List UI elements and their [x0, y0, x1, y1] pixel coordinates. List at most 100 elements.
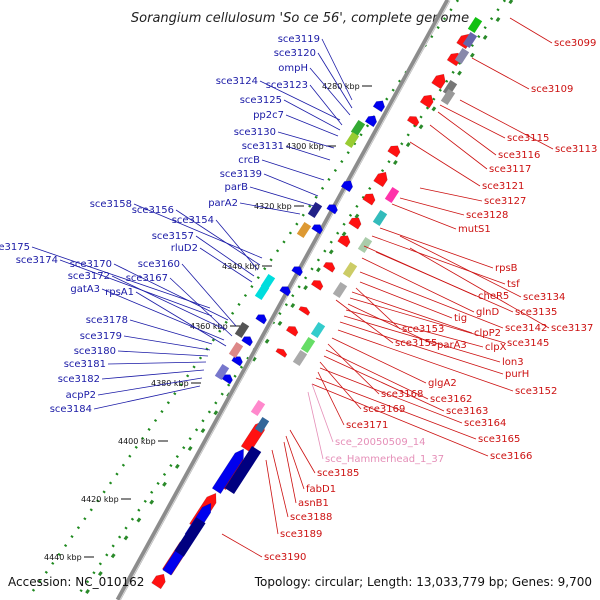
gene-label[interactable]: purH — [505, 369, 529, 380]
gene-label[interactable]: rpsA1 — [105, 287, 134, 298]
label-connector — [315, 377, 477, 440]
gene-label[interactable]: sce3113 — [555, 144, 597, 155]
label-connector — [261, 159, 325, 181]
rna-label[interactable]: sce_Hammerhead_1_37 — [325, 454, 444, 465]
gene-label[interactable]: pp2c7 — [253, 110, 284, 121]
gene-label[interactable]: sce3115 — [507, 133, 549, 144]
label-connector — [375, 251, 514, 313]
gene-label[interactable]: rpsB — [495, 263, 518, 274]
rna-label[interactable]: sce_20050509_14 — [335, 437, 425, 448]
gene-label[interactable]: sce3180 — [74, 346, 116, 357]
gene-label[interactable]: sce3125 — [240, 95, 282, 106]
gene-label[interactable]: sce3185 — [317, 468, 359, 479]
gene-label[interactable]: sce3165 — [478, 434, 520, 445]
gene-label[interactable]: sce3145 — [507, 338, 549, 349]
gene-label[interactable]: mutS1 — [458, 224, 491, 235]
gene-label[interactable]: sce3179 — [80, 331, 122, 342]
gene-label[interactable]: parA3 — [437, 340, 467, 351]
gene-label[interactable]: sce3169 — [363, 404, 405, 415]
gene-label[interactable]: tsf — [507, 279, 520, 290]
gene-label[interactable]: sce3117 — [489, 164, 531, 175]
label-connector — [311, 383, 489, 457]
gene-label[interactable]: sce3123 — [266, 80, 308, 91]
gene-label[interactable]: sce3184 — [50, 404, 92, 415]
gene-label[interactable]: sce3153 — [402, 324, 444, 335]
gene-label[interactable]: clpP2 — [474, 328, 501, 339]
gene-label[interactable]: sce3158 — [90, 199, 132, 210]
gene-label[interactable]: tig — [454, 313, 467, 324]
gene-label[interactable]: sce3182 — [58, 374, 100, 385]
label-connector — [101, 369, 205, 380]
gene-label[interactable]: crcB — [238, 155, 260, 166]
label-connector — [113, 263, 229, 321]
gene-label[interactable]: rluD2 — [171, 243, 198, 254]
gene-label[interactable]: glgA2 — [428, 378, 457, 389]
gene-label[interactable]: sce3171 — [346, 420, 388, 431]
gene-label[interactable]: sce3124 — [216, 76, 258, 87]
label-connector — [129, 319, 213, 345]
gene-label[interactable]: sce3116 — [498, 150, 540, 161]
gene-label[interactable]: sce3127 — [484, 196, 526, 207]
gene-label[interactable]: sce3170 — [70, 259, 112, 270]
gene-label[interactable]: sce3120 — [274, 48, 316, 59]
gene-label[interactable]: acpP2 — [66, 390, 96, 401]
gene-label[interactable]: sce3166 — [490, 451, 532, 462]
label-connector — [195, 235, 255, 277]
label-connector — [345, 309, 484, 348]
label-connector — [307, 391, 324, 460]
gene-label[interactable]: fabD1 — [306, 484, 336, 495]
tick-label: 4300 kbp — [286, 142, 324, 151]
gene-label[interactable]: sce3167 — [126, 273, 168, 284]
gene-label[interactable]: lon3 — [502, 357, 524, 368]
gene-label[interactable]: sce3174 — [16, 255, 58, 266]
label-connector — [361, 257, 475, 313]
gene-label[interactable]: sce3109 — [531, 84, 573, 95]
gene-label[interactable]: sce3152 — [515, 386, 557, 397]
gene-label[interactable]: sce3164 — [464, 418, 506, 429]
gene-label[interactable]: sce3130 — [234, 127, 276, 138]
gene-label[interactable]: sce3119 — [278, 34, 320, 45]
genome-summary: Topology: circular; Length: 13,033,779 b… — [254, 575, 592, 589]
gene-label[interactable]: sce3178 — [86, 315, 128, 326]
gene-label[interactable]: sce3175 — [0, 242, 30, 253]
gene-label[interactable]: gatA3 — [70, 284, 100, 295]
rna-feature — [300, 336, 316, 354]
gene-label[interactable]: sce3163 — [446, 406, 488, 417]
gene-label[interactable]: sce3168 — [381, 389, 423, 400]
gene-label[interactable]: glnD — [476, 307, 499, 318]
rna-feature — [292, 349, 308, 367]
gene-label[interactable]: sce3139 — [220, 169, 262, 180]
gene-label[interactable]: sce3154 — [172, 215, 214, 226]
gene-label[interactable]: sce3157 — [152, 231, 194, 242]
label-connector — [351, 291, 473, 334]
gene-label[interactable]: clpX — [485, 342, 507, 353]
gene-label[interactable]: sce3128 — [466, 210, 508, 221]
gene-label[interactable]: sce3099 — [554, 38, 596, 49]
gene-label[interactable]: cheR5 — [478, 291, 509, 302]
gene-label[interactable]: sce3181 — [64, 359, 106, 370]
gene-label[interactable]: asnB1 — [298, 498, 329, 509]
gene-label[interactable]: sce3121 — [482, 181, 524, 192]
gene-label[interactable]: sce3134 — [523, 292, 565, 303]
gene-label[interactable]: sce3131 — [242, 141, 284, 152]
label-connector — [355, 287, 401, 330]
gene-label[interactable]: sce3189 — [280, 529, 322, 540]
gene-label[interactable]: sce3142 — [505, 323, 547, 334]
gene-label[interactable]: sce3172 — [68, 271, 110, 282]
gene-label[interactable]: ompH — [278, 63, 308, 74]
gene-label[interactable]: sce3160 — [138, 259, 180, 270]
gene-label[interactable]: sce3155 — [395, 338, 437, 349]
label-connector — [339, 321, 504, 375]
gene-label[interactable]: sce3162 — [430, 394, 472, 405]
gene-label[interactable]: parB — [225, 182, 249, 193]
gene-label[interactable]: sce3188 — [290, 512, 332, 523]
rna-feature — [332, 281, 348, 299]
gene-label[interactable]: parA2 — [208, 198, 238, 209]
reverse-gene — [255, 314, 267, 325]
label-connector — [101, 288, 225, 341]
gene-label[interactable]: sce3137 — [551, 323, 593, 334]
gene-label[interactable]: sce3135 — [515, 307, 557, 318]
gene-label[interactable]: sce3190 — [264, 552, 306, 563]
label-connector — [379, 227, 494, 269]
gene-label[interactable]: sce3156 — [132, 205, 174, 216]
